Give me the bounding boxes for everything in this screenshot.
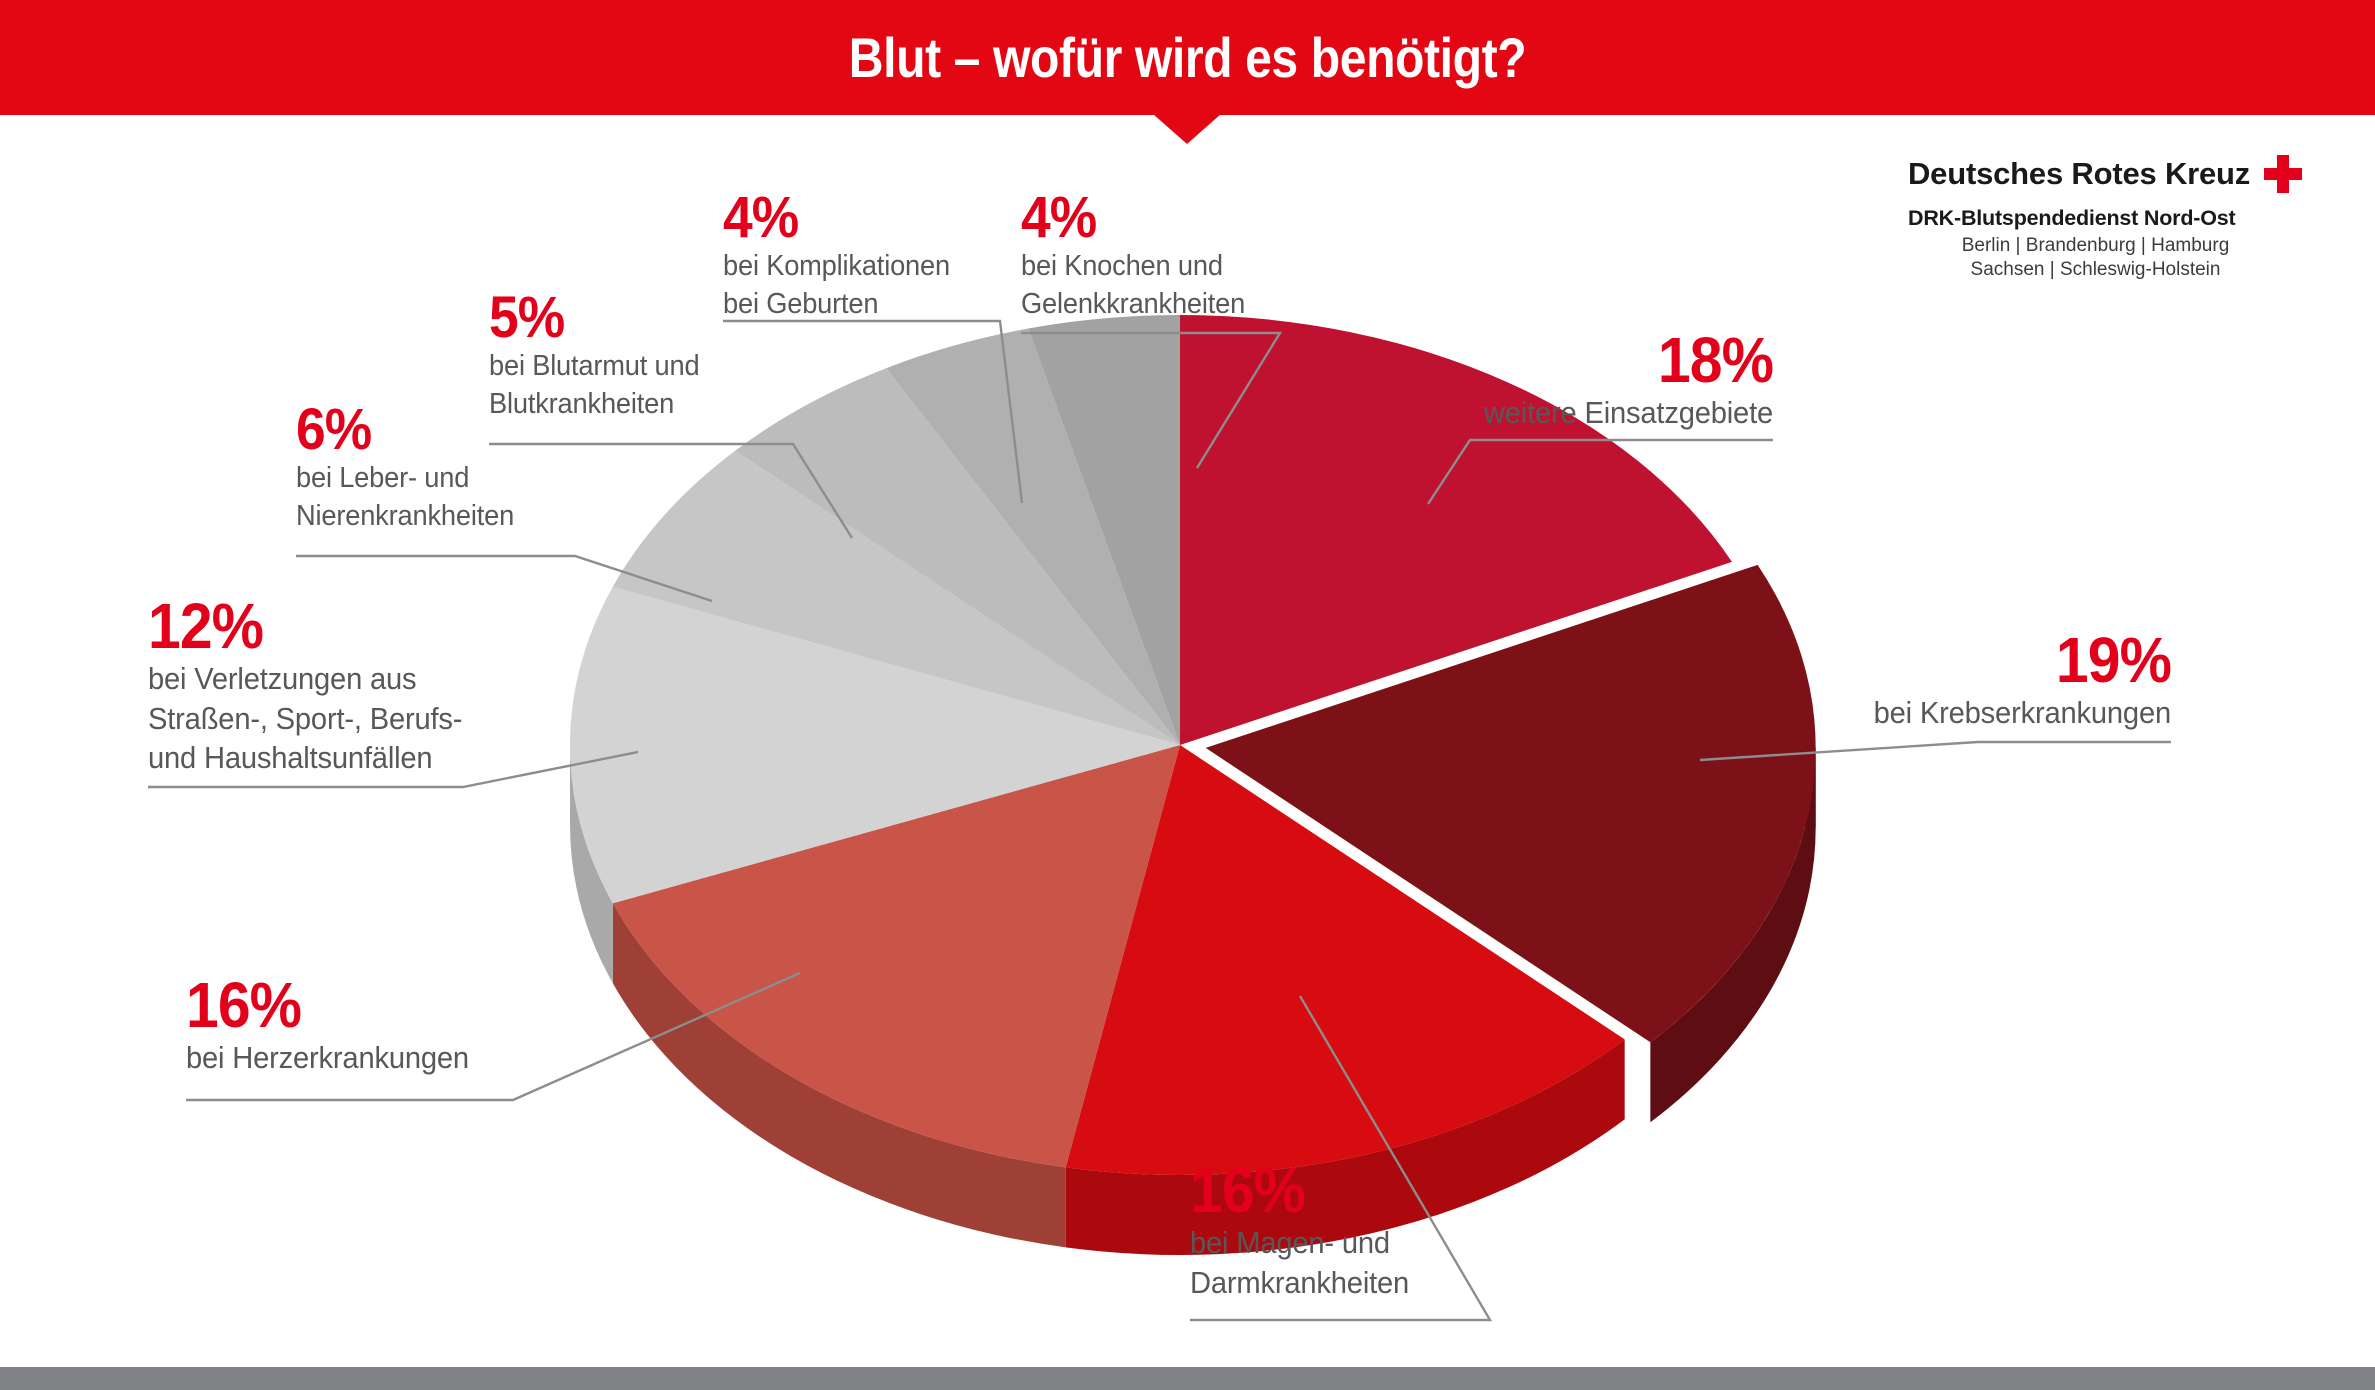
callout-verletzungen-line-3: und Haushaltsunfällen	[148, 740, 433, 776]
logo-regions-line-1: Berlin | Brandenburg | Hamburg	[1961, 235, 2230, 256]
callout-weitere: 18% weitere Einsatzgebiete	[1455, 324, 1774, 431]
callout-blutarmut: 5% bei Blutarmut und Blutkrankheiten	[489, 285, 713, 420]
pie-side-herz	[612, 903, 1066, 1248]
callout-verletzungen-line-1: bei Verletzungen aus	[148, 660, 417, 696]
pie-slice-magen	[1065, 745, 1625, 1175]
callout-komplikationen-line-1: bei Komplikationen	[723, 250, 950, 283]
pie-slice-knochen	[1028, 315, 1180, 745]
callout-verletzungen: 12% bei Verletzungen aus Straßen-, Sport…	[148, 590, 482, 776]
callout-knochen-line-1: bei Knochen und	[1021, 250, 1223, 283]
callout-krebs: 19% bei Krebserkrankungen	[1795, 624, 2172, 731]
leader-line-knochen	[1021, 331, 1283, 469]
callout-leber-percent: 6%	[296, 397, 372, 462]
callout-magen-line-1: bei Magen- und	[1190, 1224, 1390, 1260]
pie-slice-krebs	[1205, 564, 1816, 1043]
callout-blutarmut-line-1: bei Blutarmut und	[489, 350, 700, 383]
callout-komplikationen-percent: 4%	[723, 185, 799, 250]
callout-verletzungen-line-2: Straßen-, Sport-, Berufs-	[148, 700, 463, 736]
pie-slice-herz	[612, 745, 1180, 1168]
callout-blutarmut-line-2: Blutkrankheiten	[489, 387, 675, 420]
callout-magen-percent: 16%	[1190, 1154, 1306, 1226]
pie-slice-leber	[612, 450, 1180, 745]
callout-verletzungen-percent: 12%	[148, 590, 264, 662]
callout-leber-line-1: bei Leber- und	[296, 462, 470, 495]
callout-knochen: 4% bei Knochen und Gelenkkrankheiten	[1021, 185, 1259, 320]
drk-logo-block: Deutsches Rotes Kreuz DRK-Blutspendedien…	[1908, 155, 2328, 282]
logo-main-row: Deutsches Rotes Kreuz	[1908, 155, 2328, 193]
callout-weitere-line-1: weitere Einsatzgebiete	[1483, 394, 1773, 430]
pie-side-verletzungen	[570, 745, 613, 984]
footer-bar	[0, 1367, 2375, 1390]
leader-line-blutarmut	[489, 442, 854, 539]
pie-side-krebs-bridge	[1790, 745, 1816, 828]
callout-weitere-percent: 18%	[1657, 324, 1774, 396]
callout-blutarmut-percent: 5%	[489, 285, 565, 350]
page-title: Blut – wofür wird es benötigt?	[848, 26, 1527, 89]
leader-line-krebs	[1699, 740, 2171, 762]
callout-leber: 6% bei Leber- und Nierenkrankheiten	[296, 397, 528, 532]
callout-herz-line-1: bei Herzerkrankungen	[186, 1039, 469, 1075]
leader-line-leber	[296, 554, 713, 603]
header-bar	[0, 0, 2375, 115]
callout-knochen-percent: 4%	[1021, 185, 1097, 250]
callout-krebs-percent: 19%	[2055, 624, 2172, 696]
leader-line-komplikationen	[723, 319, 1024, 504]
callout-herz-percent: 16%	[186, 969, 302, 1041]
callout-leber-line-2: Nierenkrankheiten	[296, 499, 515, 532]
leader-line-weitere	[1426, 438, 1773, 505]
callout-herz: 16% bei Herzerkrankungen	[186, 969, 487, 1076]
callout-magen-line-2: Darmkrankheiten	[1190, 1264, 1410, 1300]
callout-krebs-line-1: bei Krebserkrankungen	[1873, 694, 2172, 730]
header-notch-triangle	[1153, 114, 1221, 144]
callout-knochen-line-2: Gelenkkrankheiten	[1021, 287, 1246, 320]
pie-slice-verletzungen	[570, 586, 1180, 904]
callout-komplikationen-line-2: bei Geburten	[723, 287, 879, 320]
pie-top-faces	[570, 315, 1816, 1175]
pie-slice-blutarmut	[735, 368, 1180, 745]
logo-organisation-name: Deutsches Rotes Kreuz	[1908, 156, 2251, 191]
pie-slice-komplikationen	[886, 328, 1180, 745]
logo-service-name: DRK-Blutspendedienst Nord-Ost	[1908, 206, 2236, 230]
callout-komplikationen: 4% bei Komplikationen bei Geburten	[723, 185, 964, 320]
pie-side-krebs	[1650, 747, 1816, 1123]
logo-regions-line-2: Sachsen | Schleswig-Holstein	[1970, 258, 2221, 280]
callout-magen: 16% bei Magen- und Darmkrankheiten	[1190, 1154, 1423, 1300]
logo-regions: Berlin | Brandenburg | Hamburg Sachsen |…	[1908, 234, 2283, 282]
red-cross-icon	[2264, 155, 2303, 193]
